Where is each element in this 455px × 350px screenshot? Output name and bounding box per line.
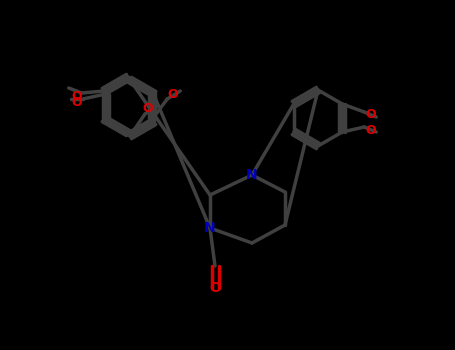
Text: O: O (143, 103, 153, 116)
Text: O: O (167, 89, 177, 101)
Text: O: O (365, 124, 375, 136)
Text: O: O (71, 97, 82, 110)
Text: O: O (365, 108, 375, 121)
Text: N: N (204, 221, 216, 235)
Text: O: O (209, 281, 221, 295)
Text: O: O (71, 91, 82, 104)
Text: N: N (246, 168, 258, 182)
